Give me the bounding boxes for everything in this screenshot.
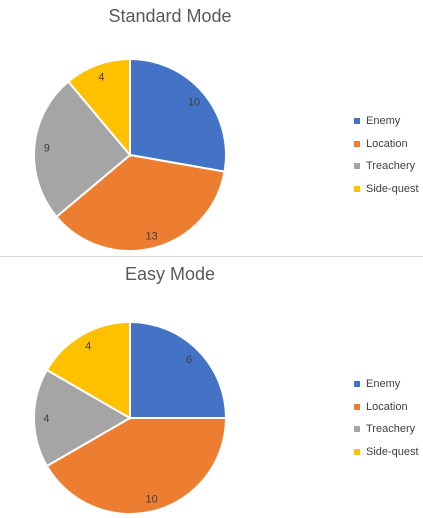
legend: Enemy Location Treachery Side-quest bbox=[354, 373, 419, 463]
data-label-side-quest: 4 bbox=[85, 341, 91, 353]
legend-swatch bbox=[354, 426, 360, 433]
pie-slice-side-quest bbox=[45, 320, 131, 420]
legend-label: Location bbox=[366, 137, 408, 150]
data-label-side-quest: 4 bbox=[98, 72, 104, 84]
data-label-location: 10 bbox=[145, 494, 157, 506]
legend-swatch bbox=[354, 185, 360, 192]
data-label-enemy: 10 bbox=[188, 96, 200, 108]
pie-slice-location bbox=[45, 417, 228, 515]
pie-slice-side-quest bbox=[66, 57, 131, 158]
legend-item-location: Location bbox=[354, 396, 419, 419]
legend-item-treachery: Treachery bbox=[354, 155, 419, 178]
legend-label: Enemy bbox=[366, 378, 401, 391]
data-label-enemy: 6 bbox=[186, 354, 192, 366]
legend-label: Treachery bbox=[366, 160, 416, 173]
legend-label: Treachery bbox=[366, 423, 416, 436]
pie-chart: 6 10 4 4 bbox=[33, 320, 228, 515]
legend-swatch bbox=[354, 118, 360, 125]
chart-easy-mode: Easy Mode 6 10 4 4 Enemy Location Treachery… bbox=[0, 258, 423, 518]
pie-slice-treachery bbox=[33, 368, 132, 468]
legend-item-enemy: Enemy bbox=[354, 110, 419, 133]
pie-slice-location bbox=[55, 153, 226, 252]
legend-swatch bbox=[354, 403, 360, 410]
legend-swatch bbox=[354, 381, 360, 388]
pie-slice-enemy bbox=[129, 57, 227, 173]
legend-swatch bbox=[354, 163, 360, 170]
legend-swatch bbox=[354, 448, 360, 455]
chart-title: Standard Mode bbox=[108, 6, 232, 26]
data-label-location: 13 bbox=[145, 231, 157, 243]
legend-item-side-quest: Side-quest bbox=[354, 178, 419, 201]
legend-label: Side-quest bbox=[366, 445, 419, 458]
legend-swatch bbox=[354, 140, 360, 147]
legend-label: Side-quest bbox=[366, 182, 419, 195]
chart-title: Easy Mode bbox=[124, 264, 216, 284]
chart-standard-mode: Standard Mode 10 13 9 4 Enemy Location Trea… bbox=[0, 0, 423, 256]
pie-slice-enemy bbox=[129, 320, 228, 419]
pie-slice-treachery bbox=[33, 80, 132, 219]
legend-label: Location bbox=[366, 400, 408, 413]
data-label-treachery: 9 bbox=[44, 143, 50, 155]
divider bbox=[0, 256, 423, 257]
legend-item-location: Location bbox=[354, 133, 419, 156]
pie-chart: 10 13 9 4 bbox=[33, 57, 227, 252]
legend-item-side-quest: Side-quest bbox=[354, 441, 419, 464]
legend-item-treachery: Treachery bbox=[354, 418, 419, 441]
legend-label: Enemy bbox=[366, 115, 401, 128]
legend-item-enemy: Enemy bbox=[354, 373, 419, 396]
data-label-treachery: 4 bbox=[43, 413, 49, 425]
legend: Enemy Location Treachery Side-quest bbox=[354, 110, 419, 200]
